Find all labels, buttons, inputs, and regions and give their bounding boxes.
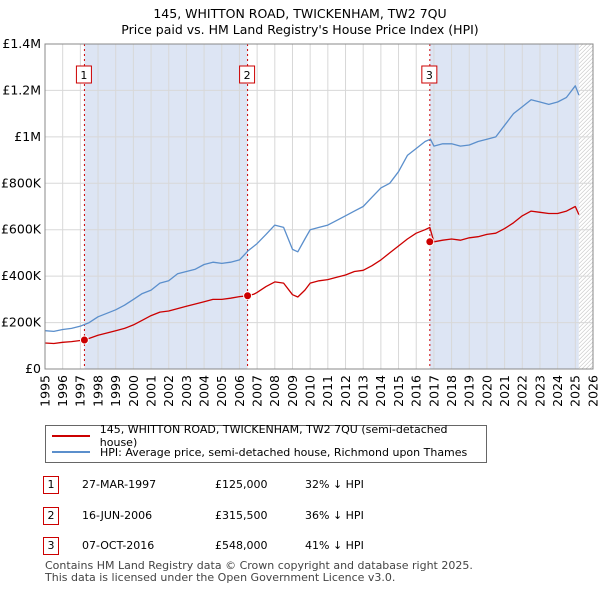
transaction-marker-box <box>421 65 438 84</box>
y-tick-label: £800K <box>1 175 42 190</box>
x-tick-label: 1996 <box>55 375 70 407</box>
x-tick-label: 2022 <box>515 375 530 407</box>
transaction-price: £125,000 <box>215 478 268 491</box>
transaction-point <box>79 335 89 345</box>
future-hatch <box>578 309 594 325</box>
price-series-line <box>44 205 580 345</box>
plot-frame <box>44 43 594 370</box>
x-tick-label: 2000 <box>126 375 141 407</box>
future-hatch <box>578 201 594 217</box>
transaction-hpi-diff: 41% ↓ HPI <box>305 539 364 552</box>
transaction-point <box>425 237 435 247</box>
transaction-marker-label: 1 <box>80 69 87 82</box>
footer-notice: Contains HM Land Registry data © Crown c… <box>45 560 473 584</box>
x-tick-label: 2021 <box>497 375 512 407</box>
transaction-marker-box <box>239 65 256 84</box>
x-tick-label: 1999 <box>108 375 123 407</box>
x-tick-label: 1998 <box>90 375 105 407</box>
x-tick-label: 2014 <box>373 375 388 407</box>
transaction-row: 1 27-MAR-1997 £125,000 32% ↓ HPI <box>0 476 600 496</box>
x-tick-label: 2023 <box>532 375 547 407</box>
x-tick-label: 2024 <box>550 375 565 407</box>
x-tick-label: 1995 <box>37 375 52 407</box>
y-tick-label: £400K <box>1 268 42 283</box>
x-tick-label: 2008 <box>267 375 282 407</box>
transaction-marker-label: 2 <box>244 69 251 82</box>
future-hatch <box>578 313 594 329</box>
x-tick-label: 2010 <box>303 375 318 407</box>
x-tick-label: 2002 <box>161 375 176 407</box>
y-tick-label: £600K <box>1 222 42 237</box>
x-tick-label: 2019 <box>462 375 477 407</box>
x-tick-label: 2017 <box>426 375 441 407</box>
transaction-marker-box <box>75 65 92 84</box>
x-tick-label: 2011 <box>320 375 335 407</box>
x-tick-label: 2016 <box>409 375 424 407</box>
future-hatch <box>578 305 594 321</box>
footer-licence: This data is licensed under the Open Gov… <box>45 571 396 584</box>
y-tick-label: £1.2M <box>2 82 41 97</box>
future-hatch <box>578 85 594 101</box>
x-tick-label: 2004 <box>196 375 211 407</box>
x-tick-label: 2020 <box>479 375 494 407</box>
x-tick-label: 2018 <box>444 375 459 407</box>
y-tick-label: £1M <box>14 129 41 144</box>
legend-swatch-hpi <box>52 451 90 453</box>
future-hatch <box>578 93 594 109</box>
transaction-marker-label: 3 <box>426 69 433 82</box>
x-tick-label: 2005 <box>214 375 229 407</box>
transaction-hpi-diff: 32% ↓ HPI <box>305 478 364 491</box>
legend-item-price: 145, WHITTON ROAD, TWICKENHAM, TW2 7QU (… <box>52 423 486 449</box>
x-tick-label: 2003 <box>179 375 194 407</box>
hpi-series-line <box>44 85 580 333</box>
transaction-price: £315,500 <box>215 509 268 522</box>
transaction-point <box>243 291 253 301</box>
transaction-number: 2 <box>43 507 59 525</box>
transaction-number: 3 <box>43 537 59 555</box>
chart-legend: 145, WHITTON ROAD, TWICKENHAM, TW2 7QU (… <box>45 423 487 463</box>
x-tick-label: 2026 <box>585 375 600 407</box>
x-tick-label: 2013 <box>356 375 371 407</box>
transaction-row: 2 16-JUN-2006 £315,500 36% ↓ HPI <box>0 507 600 527</box>
x-tick-label: 2001 <box>143 375 158 407</box>
chart-subtitle: Price paid vs. HM Land Registry's House … <box>121 22 479 37</box>
x-tick-label: 2012 <box>338 375 353 407</box>
future-hatch <box>578 89 594 105</box>
y-tick-label: £0 <box>25 361 41 376</box>
footer-copyright: Contains HM Land Registry data © Crown c… <box>45 559 473 572</box>
transaction-price: £548,000 <box>215 539 268 552</box>
x-tick-label: 2007 <box>250 375 265 407</box>
transaction-row: 3 07-OCT-2016 £548,000 41% ↓ HPI <box>0 537 600 557</box>
future-hatch <box>578 301 594 317</box>
x-tick-label: 2015 <box>391 375 406 407</box>
transaction-hpi-diff: 36% ↓ HPI <box>305 509 364 522</box>
x-tick-label: 2006 <box>232 375 247 407</box>
legend-swatch-price <box>52 435 90 437</box>
legend-label-hpi: HPI: Average price, semi-detached house,… <box>100 445 468 459</box>
transaction-date: 16-JUN-2006 <box>82 509 153 522</box>
y-tick-label: £200K <box>1 315 42 330</box>
chart-title: 145, WHITTON ROAD, TWICKENHAM, TW2 7QU <box>153 6 447 21</box>
future-hatch <box>578 197 594 213</box>
future-hatch <box>578 193 594 209</box>
x-tick-label: 2009 <box>285 375 300 407</box>
x-tick-label: 1997 <box>73 375 88 407</box>
future-hatch <box>578 205 594 221</box>
ownership-shade <box>84 44 248 369</box>
legend-item-hpi: HPI: Average price, semi-detached house,… <box>52 445 467 459</box>
x-tick-label: 2025 <box>568 375 583 407</box>
transaction-number: 1 <box>43 476 59 494</box>
legend-label-price: 145, WHITTON ROAD, TWICKENHAM, TW2 7QU (… <box>99 423 448 449</box>
transaction-date: 07-OCT-2016 <box>82 539 155 552</box>
transaction-date: 27-MAR-1997 <box>82 478 157 491</box>
y-tick-label: £1.4M <box>2 36 41 51</box>
